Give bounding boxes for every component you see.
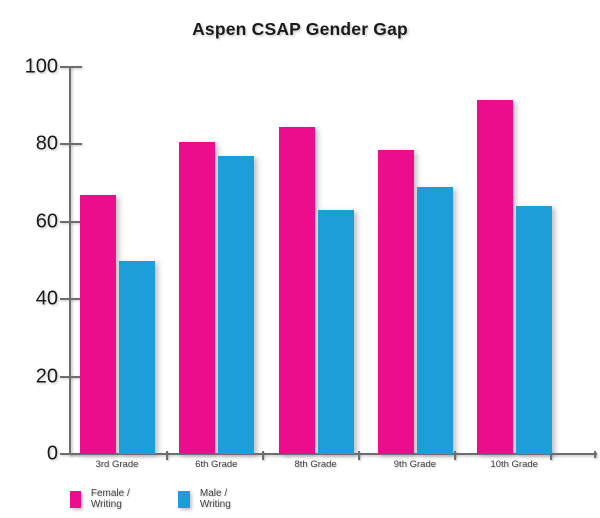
male-bar-6th-grade [218, 156, 255, 454]
y-tick-mark [60, 220, 82, 223]
female-bar-10th-grade [477, 99, 514, 454]
x-tick-mark [358, 451, 360, 460]
x-tick-mark [454, 451, 456, 460]
x-tick-mark [166, 451, 168, 460]
chart-title: Aspen CSAP Gender Gap [192, 19, 408, 39]
y-tick-label: 40 [35, 287, 58, 310]
male-bar-9th-grade [416, 186, 453, 454]
male-bar-8th-grade [317, 210, 354, 454]
y-tick-label: 0 [46, 442, 58, 465]
female-bar-6th-grade [179, 142, 216, 454]
x-tick-label: 10th Grade [490, 459, 538, 470]
x-tick-mark [550, 451, 552, 460]
y-tick-label: 100 [24, 55, 58, 78]
x-tick-label: 8th Grade [294, 459, 337, 470]
y-tick-label: 60 [35, 210, 58, 233]
x-tick-mark [262, 451, 264, 460]
male-series-swatch [178, 490, 190, 508]
plot-area [70, 67, 597, 454]
legend-item-male: Male / Writing [178, 488, 238, 510]
y-tick-mark [60, 375, 82, 378]
y-tick-mark [60, 298, 82, 301]
y-axis-line [69, 66, 71, 455]
y-tick-mark [60, 66, 82, 68]
female-bar-8th-grade [278, 127, 315, 454]
y-tick-mark [60, 143, 82, 146]
legend-item-female: Female / Writing [70, 488, 132, 510]
x-tick-label: 6th Grade [195, 459, 238, 470]
x-tick-label: 9th Grade [393, 459, 437, 470]
y-tick-mark [60, 453, 82, 455]
x-axis-line [69, 453, 597, 455]
male-bar-3rd-grade [119, 260, 155, 454]
x-axis-end-tick [594, 451, 596, 458]
male-bar-10th-grade [516, 206, 553, 454]
female-bar-3rd-grade [80, 194, 116, 454]
legend-label: Female / Writing [90, 488, 130, 510]
y-tick-label: 20 [35, 365, 58, 388]
x-tick-label: 3rd Grade [95, 459, 139, 470]
female-bar-9th-grade [377, 150, 414, 454]
legend-label: Male / Writing [199, 488, 231, 510]
y-tick-label: 80 [35, 132, 58, 155]
female-series-swatch [70, 490, 81, 508]
